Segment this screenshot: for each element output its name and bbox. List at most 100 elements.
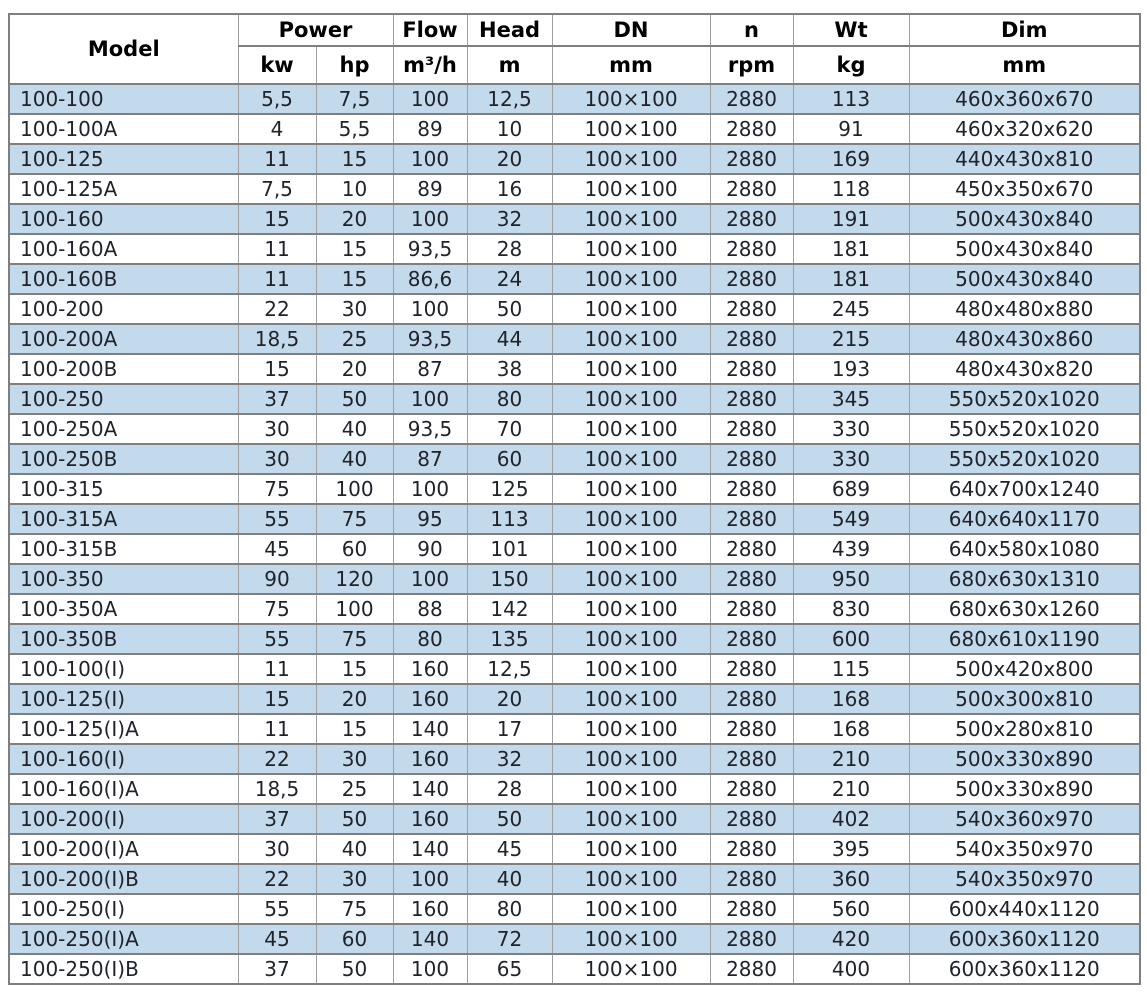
cell-n: 2880 xyxy=(709,893,794,925)
col-header-head: Head xyxy=(466,13,553,47)
cell-dn: 100×100 xyxy=(551,623,711,655)
table-row: 100-160(I) 22 30 160 32 100×100 2880 210 500x330… xyxy=(8,743,1141,775)
cell-power-hp: 20 xyxy=(315,353,394,385)
cell-dim: 550x520x1020 xyxy=(908,383,1141,415)
unit-header-dim: mm xyxy=(908,45,1141,85)
cell-dim: 500x420x800 xyxy=(908,653,1141,685)
cell-power-kw: 30 xyxy=(237,413,317,445)
table-row: 100-200(I)B 22 30 100 40 100×100 2880 360 540x35… xyxy=(8,863,1141,895)
table-row: 100-100(I) 11 15 160 12,5 100×100 2880 115 500x4… xyxy=(8,653,1141,685)
cell-power-kw: 30 xyxy=(237,833,317,865)
cell-power-hp: 60 xyxy=(315,923,394,955)
table-row: 100-315B 45 60 90 101 100×100 2880 439 640x580x1… xyxy=(8,533,1141,565)
cell-dim: 680x630x1310 xyxy=(908,563,1141,595)
cell-flow: 80 xyxy=(392,623,468,655)
cell-wt: 168 xyxy=(792,683,910,715)
cell-n: 2880 xyxy=(709,473,794,505)
cell-n: 2880 xyxy=(709,413,794,445)
cell-wt: 549 xyxy=(792,503,910,535)
cell-n: 2880 xyxy=(709,593,794,625)
cell-dim: 460x360x670 xyxy=(908,83,1141,115)
cell-flow: 93,5 xyxy=(392,323,468,355)
cell-model: 100-100 xyxy=(8,83,239,115)
cell-power-kw: 18,5 xyxy=(237,323,317,355)
pump-spec-table: Model Power Flow Head DN n Wt Dim kw hp … xyxy=(8,13,1142,985)
cell-wt: 193 xyxy=(792,353,910,385)
cell-flow: 160 xyxy=(392,743,468,775)
cell-flow: 95 xyxy=(392,503,468,535)
cell-wt: 210 xyxy=(792,743,910,775)
table-row: 100-250B 30 40 87 60 100×100 2880 330 550x520x10… xyxy=(8,443,1141,475)
cell-head: 24 xyxy=(466,263,553,295)
cell-head: 135 xyxy=(466,623,553,655)
cell-n: 2880 xyxy=(709,533,794,565)
cell-dim: 680x630x1260 xyxy=(908,593,1141,625)
cell-power-hp: 15 xyxy=(315,713,394,745)
cell-model: 100-250B xyxy=(8,443,239,475)
cell-model: 100-160A xyxy=(8,233,239,265)
cell-model: 100-200(I) xyxy=(8,803,239,835)
cell-flow: 140 xyxy=(392,713,468,745)
col-header-power: Power xyxy=(237,13,394,47)
cell-n: 2880 xyxy=(709,203,794,235)
cell-head: 80 xyxy=(466,893,553,925)
cell-n: 2880 xyxy=(709,143,794,175)
cell-head: 80 xyxy=(466,383,553,415)
cell-dim: 640x640x1170 xyxy=(908,503,1141,535)
table-row: 100-250 37 50 100 80 100×100 2880 345 550x520x10… xyxy=(8,383,1141,415)
unit-header-wt: kg xyxy=(792,45,910,85)
table-row: 100-250A 30 40 93,5 70 100×100 2880 330 550x520x… xyxy=(8,413,1141,445)
cell-wt: 400 xyxy=(792,953,910,985)
cell-head: 70 xyxy=(466,413,553,445)
cell-n: 2880 xyxy=(709,863,794,895)
cell-dn: 100×100 xyxy=(551,803,711,835)
table-row: 100-250(I)A 45 60 140 72 100×100 2880 420 600x36… xyxy=(8,923,1141,955)
cell-dim: 500x330x890 xyxy=(908,773,1141,805)
cell-dim: 550x520x1020 xyxy=(908,413,1141,445)
cell-power-hp: 50 xyxy=(315,803,394,835)
cell-power-hp: 7,5 xyxy=(315,83,394,115)
cell-flow: 90 xyxy=(392,533,468,565)
cell-dn: 100×100 xyxy=(551,503,711,535)
cell-power-hp: 40 xyxy=(315,833,394,865)
cell-flow: 100 xyxy=(392,203,468,235)
cell-n: 2880 xyxy=(709,443,794,475)
cell-model: 100-315 xyxy=(8,473,239,505)
cell-wt: 169 xyxy=(792,143,910,175)
cell-n: 2880 xyxy=(709,323,794,355)
table-row: 100-200(I)A 30 40 140 45 100×100 2880 395 540x35… xyxy=(8,833,1141,865)
cell-dn: 100×100 xyxy=(551,323,711,355)
cell-wt: 600 xyxy=(792,623,910,655)
unit-header-kw: kw xyxy=(237,45,317,85)
cell-head: 142 xyxy=(466,593,553,625)
cell-dim: 500x330x890 xyxy=(908,743,1141,775)
cell-dn: 100×100 xyxy=(551,83,711,115)
cell-flow: 100 xyxy=(392,383,468,415)
unit-header-hp: hp xyxy=(315,45,394,85)
cell-n: 2880 xyxy=(709,233,794,265)
cell-flow: 100 xyxy=(392,473,468,505)
cell-model: 100-350 xyxy=(8,563,239,595)
cell-power-hp: 75 xyxy=(315,893,394,925)
cell-dim: 600x440x1120 xyxy=(908,893,1141,925)
cell-flow: 87 xyxy=(392,443,468,475)
cell-head: 10 xyxy=(466,113,553,145)
cell-wt: 210 xyxy=(792,773,910,805)
cell-dn: 100×100 xyxy=(551,653,711,685)
cell-model: 100-200 xyxy=(8,293,239,325)
cell-dim: 680x610x1190 xyxy=(908,623,1141,655)
table-row: 100-200B 15 20 87 38 100×100 2880 193 480x430x82… xyxy=(8,353,1141,385)
cell-model: 100-100A xyxy=(8,113,239,145)
cell-power-kw: 11 xyxy=(237,263,317,295)
cell-wt: 168 xyxy=(792,713,910,745)
cell-dn: 100×100 xyxy=(551,563,711,595)
cell-head: 28 xyxy=(466,233,553,265)
cell-model: 100-200B xyxy=(8,353,239,385)
col-header-dn: DN xyxy=(551,13,711,47)
cell-n: 2880 xyxy=(709,743,794,775)
cell-n: 2880 xyxy=(709,683,794,715)
cell-model: 100-250A xyxy=(8,413,239,445)
cell-model: 100-160(I)A xyxy=(8,773,239,805)
cell-wt: 191 xyxy=(792,203,910,235)
